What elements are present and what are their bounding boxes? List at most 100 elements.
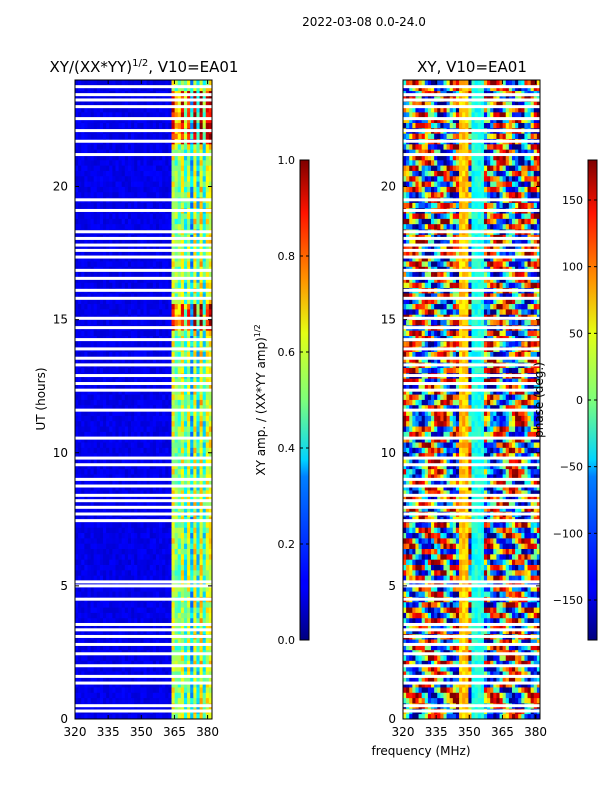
amplitude-cell [205, 532, 210, 539]
amplitude-cell [75, 543, 79, 549]
amplitude-cell [78, 298, 82, 305]
amplitude-cell [121, 330, 126, 336]
amplitude-cell [90, 671, 95, 677]
amplitude-cell [152, 159, 157, 166]
amplitude-cell [112, 506, 116, 512]
amplitude-cell [99, 378, 104, 384]
amplitude-cell [149, 426, 154, 432]
amplitude-cell [103, 367, 107, 374]
amplitude-cell [96, 133, 101, 139]
amplitude-cell [112, 154, 116, 161]
amplitude-cell [124, 474, 129, 480]
amplitude-cell [143, 628, 148, 635]
amplitude-cell [78, 117, 82, 123]
amplitude-cell [143, 383, 148, 390]
amplitude-cell [168, 394, 172, 400]
amplitude-cell [152, 420, 157, 427]
amplitude-cell [168, 463, 172, 470]
amplitude-cell [162, 271, 166, 278]
amplitude-cell [187, 495, 191, 502]
amplitude-cell [171, 245, 176, 251]
amplitude-cell [190, 490, 194, 496]
amplitude-cell [103, 644, 107, 651]
amplitude-cell [140, 122, 144, 129]
amplitude-cell [87, 628, 91, 635]
amplitude-cell [87, 117, 91, 123]
amplitude-cell [103, 543, 107, 549]
amplitude-cell [165, 671, 169, 677]
amplitude-cell [90, 415, 95, 422]
amplitude-cell [124, 506, 129, 512]
amplitude-cell [96, 506, 101, 512]
amplitude-cell [78, 665, 82, 672]
amplitude-cell [143, 490, 148, 496]
amplitude-cell [134, 340, 138, 347]
amplitude-cell [103, 484, 107, 491]
amplitude-cell [99, 420, 104, 427]
amplitude-cell [162, 548, 166, 555]
amplitude-cell [75, 293, 79, 299]
amplitude-cell [152, 415, 157, 422]
amplitude-cell [134, 585, 138, 592]
amplitude-cell [131, 585, 135, 592]
amplitude-cell [99, 298, 104, 305]
amplitude-cell [137, 191, 141, 198]
amplitude-cell [152, 532, 157, 539]
amplitude-cell [81, 447, 85, 454]
amplitude-cell [168, 479, 172, 486]
amplitude-cell [168, 527, 172, 534]
amplitude-cell [103, 426, 107, 432]
amplitude-cell [118, 319, 123, 326]
amplitude-cell [84, 495, 88, 502]
amplitude-cell [121, 303, 126, 310]
amplitude-cell [78, 500, 82, 507]
amplitude-cell [131, 159, 135, 166]
amplitude-cell [155, 186, 160, 193]
amplitude-cell [177, 415, 182, 422]
amplitude-cell [84, 399, 88, 406]
amplitude-cell [199, 553, 204, 560]
amplitude-cell [84, 133, 88, 139]
amplitude-cell [152, 655, 157, 661]
amplitude-cell [121, 623, 126, 629]
amplitude-cell [109, 580, 113, 587]
amplitude-cell [96, 490, 101, 496]
amplitude-cell [202, 612, 207, 619]
amplitude-cell [168, 500, 172, 507]
amplitude-cell [96, 442, 101, 448]
amplitude-cell [93, 639, 98, 645]
amplitude-cell [159, 676, 163, 683]
amplitude-cell [205, 255, 210, 262]
amplitude-cell [205, 351, 210, 358]
amplitude-cell [90, 447, 95, 454]
amplitude-cell [187, 559, 191, 565]
amplitude-cell [183, 474, 188, 480]
amplitude-cell [199, 452, 204, 459]
amplitude-cell [193, 293, 197, 299]
amplitude-cell [103, 500, 107, 507]
amplitude-cell [205, 239, 210, 246]
amplitude-cell [81, 298, 85, 305]
amplitude-cell [171, 213, 176, 219]
amplitude-cell [103, 388, 107, 395]
amplitude-cell [109, 159, 113, 166]
amplitude-cell [208, 553, 212, 560]
amplitude-cell [183, 213, 188, 219]
amplitude-cell [190, 665, 194, 672]
amplitude-cell [137, 261, 141, 267]
amplitude-cell [199, 639, 204, 645]
amplitude-cell [112, 303, 116, 310]
amplitude-cell [208, 617, 212, 624]
amplitude-cell [131, 186, 135, 193]
amplitude-cell [109, 431, 113, 438]
amplitude-cell [127, 186, 132, 193]
amplitude-cell [187, 468, 191, 475]
amplitude-cell [103, 271, 107, 278]
amplitude-cell [177, 308, 182, 315]
amplitude-cell [112, 223, 116, 230]
amplitude-cell [159, 612, 163, 619]
amplitude-cell [118, 191, 123, 198]
amplitude-cell [149, 298, 154, 305]
amplitude-cell [193, 500, 197, 507]
amplitude-cell [106, 569, 110, 576]
